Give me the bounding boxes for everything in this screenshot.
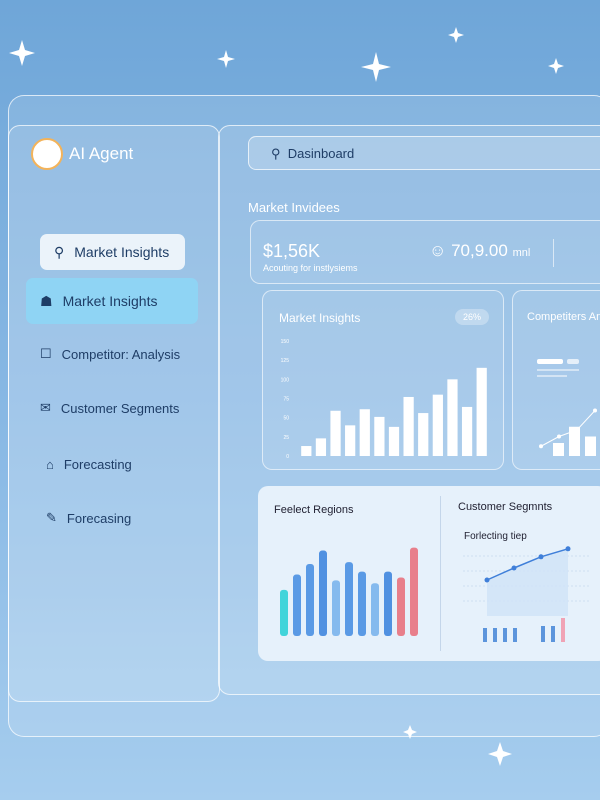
y-tick-label: 0	[286, 454, 289, 460]
point	[575, 428, 579, 432]
market-chart: 0 25 50 75 100 125 150	[281, 339, 487, 460]
area	[487, 548, 568, 616]
sidebar: AI Agent	[8, 125, 220, 702]
bar	[358, 571, 366, 636]
stat-value: $1,56K	[263, 241, 321, 261]
stat-unit: mnl	[512, 247, 531, 259]
card-title: Feelect Regions	[274, 504, 354, 516]
y-tick-label: 50	[283, 416, 289, 422]
bar	[384, 571, 392, 636]
bar	[280, 589, 288, 636]
point	[557, 434, 561, 439]
bar	[461, 406, 473, 456]
nav-label: Competitor: Analysis	[61, 346, 181, 362]
bar	[410, 547, 418, 636]
competitors-card: Competiters An	[512, 290, 600, 470]
bar	[345, 425, 356, 456]
bar	[371, 583, 379, 636]
point	[593, 408, 597, 413]
market-card: Market Insights 26% 0 25 50 75 100 125 150	[262, 290, 504, 470]
bar	[513, 628, 517, 642]
point	[484, 577, 490, 583]
divider	[553, 239, 554, 267]
y-tick-label: 125	[281, 358, 290, 364]
bar	[319, 550, 327, 636]
nav-label: Customer Segments	[60, 400, 180, 416]
search-placeholder: Dasinboard	[287, 146, 355, 161]
nav-label: Market Insights	[74, 244, 170, 260]
bar	[561, 618, 565, 642]
stat-value: ☺ 70,9.00 mnl	[429, 241, 531, 260]
y-tick-label: 25	[283, 435, 289, 441]
nav-item[interactable]: ☗ Market Insights	[26, 278, 198, 324]
nav-label: Forecasting	[63, 456, 132, 472]
badge: 26%	[455, 309, 489, 325]
bar	[332, 580, 340, 636]
bar	[397, 577, 405, 636]
point	[565, 546, 571, 552]
nav-item[interactable]: ✎ Forecasing	[46, 510, 132, 526]
bar	[483, 628, 487, 642]
bar	[432, 394, 443, 456]
bar	[553, 443, 564, 456]
y-tick-label: 100	[281, 377, 290, 383]
agent-name: AI Agent	[69, 144, 134, 163]
stat-caption: Acouting for instlysiems	[263, 263, 358, 273]
bar	[388, 426, 400, 456]
bar	[403, 396, 414, 456]
bar	[447, 379, 458, 456]
competitors-chart	[537, 359, 597, 456]
legend-swatch	[537, 359, 563, 364]
bar	[503, 628, 507, 642]
bar	[418, 413, 429, 456]
avatar	[31, 138, 63, 170]
bar	[330, 410, 341, 456]
bar	[306, 564, 314, 636]
bar	[301, 446, 312, 456]
point	[538, 554, 544, 560]
section-title: Market Invidees	[248, 200, 340, 215]
divider	[440, 496, 441, 651]
bottom-card: Feelect Regions Customer Segmnts Forlect…	[258, 486, 600, 661]
line	[540, 410, 596, 447]
bar	[374, 416, 385, 456]
y-tick-label: 75	[283, 397, 289, 403]
bar	[551, 626, 555, 642]
card-subtitle: Forlecting tiep	[464, 531, 527, 542]
point	[511, 565, 517, 571]
bar	[359, 409, 370, 456]
nav-item[interactable]: ⌂ Forecasting	[46, 456, 132, 472]
nav-label: Forecasing	[66, 510, 132, 526]
line	[486, 548, 569, 581]
nav-label: Market Insights	[62, 293, 158, 309]
regions-chart	[280, 547, 418, 636]
search-box[interactable]: ⚲ Dasinboard	[248, 136, 600, 170]
bar	[569, 426, 580, 456]
bar	[345, 562, 353, 636]
bar	[493, 628, 497, 642]
legend-swatch	[567, 359, 579, 364]
bar	[476, 367, 487, 456]
bar	[585, 436, 596, 456]
y-tick-label: 150	[281, 339, 290, 345]
nav-item[interactable]: ✉ Customer Segments	[40, 400, 180, 416]
card-title: Market Insights	[279, 311, 361, 325]
card-title: Customer Segmnts	[458, 501, 553, 513]
card-title: Competiters An	[527, 311, 600, 323]
nav-item[interactable]: ⚲ Market Insights	[40, 234, 185, 270]
bar	[541, 626, 545, 642]
point	[539, 444, 543, 449]
bar	[293, 574, 301, 636]
nav-item[interactable]: ☐ Competitor: Analysis	[40, 346, 181, 362]
stats-card: $1,56K Acouting for instlysiems ☺ 70,9.0…	[250, 220, 600, 284]
stat-number: 70,9.00	[451, 241, 508, 260]
bar	[315, 438, 327, 456]
segments-chart	[463, 546, 591, 642]
